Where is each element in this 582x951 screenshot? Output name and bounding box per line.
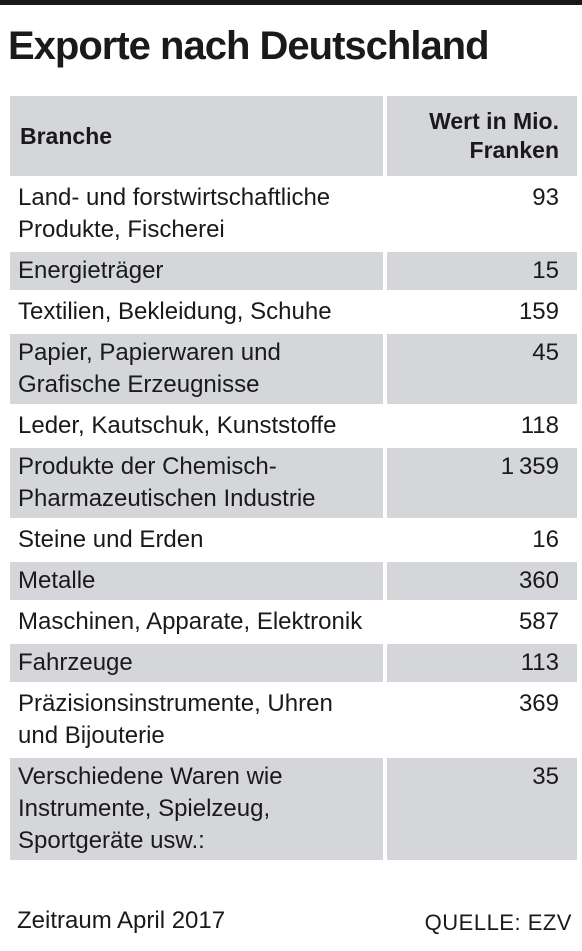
table-header-row: Branche Wert in Mio. Franken (10, 96, 577, 179)
table-row: Verschiedene Waren wie Instrumente, Spie… (10, 758, 577, 863)
row-category: Präzisionsinstrumente, Uhren und Bijoute… (10, 685, 387, 758)
row-value: 360 (387, 562, 577, 603)
table-body: Land- und forstwirtschaftliche Produkte,… (10, 179, 577, 863)
row-value: 1 359 (387, 448, 577, 521)
row-category: Produkte der Chemisch-Pharmazeutischen I… (10, 448, 387, 521)
table-row: Land- und forstwirtschaftliche Produkte,… (10, 179, 577, 252)
table-row: Präzisionsinstrumente, Uhren und Bijoute… (10, 685, 577, 758)
source-label: QUELLE: EZV (424, 910, 572, 935)
table-row: Textilien, Bekleidung, Schuhe 159 (10, 293, 577, 334)
footnote: Zeitraum April 2017 (17, 907, 226, 934)
row-value: 93 (387, 179, 577, 252)
row-value: 113 (387, 644, 577, 685)
row-value: 587 (387, 603, 577, 644)
table-row: Maschinen, Apparate, Elektronik 587 (10, 603, 577, 644)
top-rule (0, 0, 582, 5)
column-header-branche: Branche (10, 96, 387, 179)
row-value: 159 (387, 293, 577, 334)
row-category: Steine und Erden (10, 521, 387, 562)
table-row: Fahrzeuge 113 (10, 644, 577, 685)
row-category: Fahrzeuge (10, 644, 387, 685)
table-row: Energieträger 15 (10, 252, 577, 293)
row-category: Metalle (10, 562, 387, 603)
row-category: Maschinen, Apparate, Elektronik (10, 603, 387, 644)
row-category: Textilien, Bekleidung, Schuhe (10, 293, 387, 334)
table-row: Produkte der Chemisch-Pharmazeutischen I… (10, 448, 577, 521)
row-value: 35 (387, 758, 577, 863)
row-category: Papier, Papierwaren und Grafische Erzeug… (10, 334, 387, 407)
column-header-value: Wert in Mio. Franken (387, 96, 577, 179)
table-row: Metalle 360 (10, 562, 577, 603)
row-value: 369 (387, 685, 577, 758)
row-category: Verschiedene Waren wie Instrumente, Spie… (10, 758, 387, 863)
row-category: Leder, Kautschuk, Kunststoffe (10, 407, 387, 448)
chart-title: Exporte nach Deutschland (8, 24, 490, 68)
row-value: 15 (387, 252, 577, 293)
table-row: Steine und Erden 16 (10, 521, 577, 562)
table-row: Papier, Papierwaren und Grafische Erzeug… (10, 334, 577, 407)
row-value: 45 (387, 334, 577, 407)
row-value: 118 (387, 407, 577, 448)
row-category: Energieträger (10, 252, 387, 293)
row-value: 16 (387, 521, 577, 562)
table-row: Leder, Kautschuk, Kunststoffe 118 (10, 407, 577, 448)
data-table: Branche Wert in Mio. Franken Land- und fo… (10, 96, 577, 863)
row-category: Land- und forstwirtschaftliche Produkte,… (10, 179, 387, 252)
